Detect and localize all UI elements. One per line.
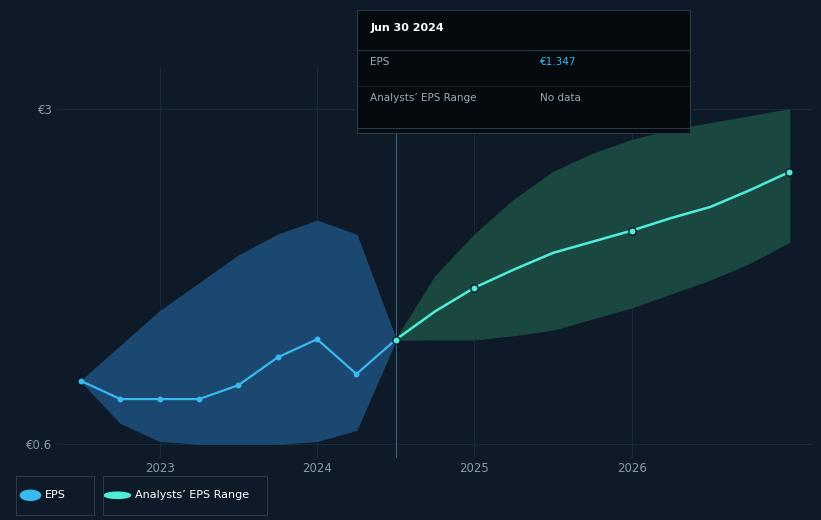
Point: [310, 335, 323, 343]
Point: [468, 283, 481, 292]
Point: [114, 395, 127, 404]
Text: Analysts Forecasts: Analysts Forecasts: [402, 93, 499, 103]
Text: Analysts’ EPS Range: Analysts’ EPS Range: [370, 94, 477, 103]
Point: [271, 353, 284, 361]
Point: [389, 335, 402, 344]
Text: EPS: EPS: [370, 57, 390, 67]
Text: Actual: Actual: [356, 93, 389, 103]
Circle shape: [21, 490, 40, 500]
Text: Jun 30 2024: Jun 30 2024: [370, 22, 444, 33]
Text: €1.347: €1.347: [540, 57, 576, 67]
Point: [350, 370, 363, 378]
Circle shape: [104, 492, 131, 498]
Text: Analysts’ EPS Range: Analysts’ EPS Range: [135, 490, 250, 500]
Point: [193, 395, 206, 404]
Point: [154, 395, 167, 404]
Text: EPS: EPS: [44, 490, 66, 500]
Point: [782, 168, 796, 176]
Point: [232, 381, 245, 389]
Point: [626, 226, 639, 235]
Text: No data: No data: [540, 94, 581, 103]
Point: [75, 377, 88, 385]
